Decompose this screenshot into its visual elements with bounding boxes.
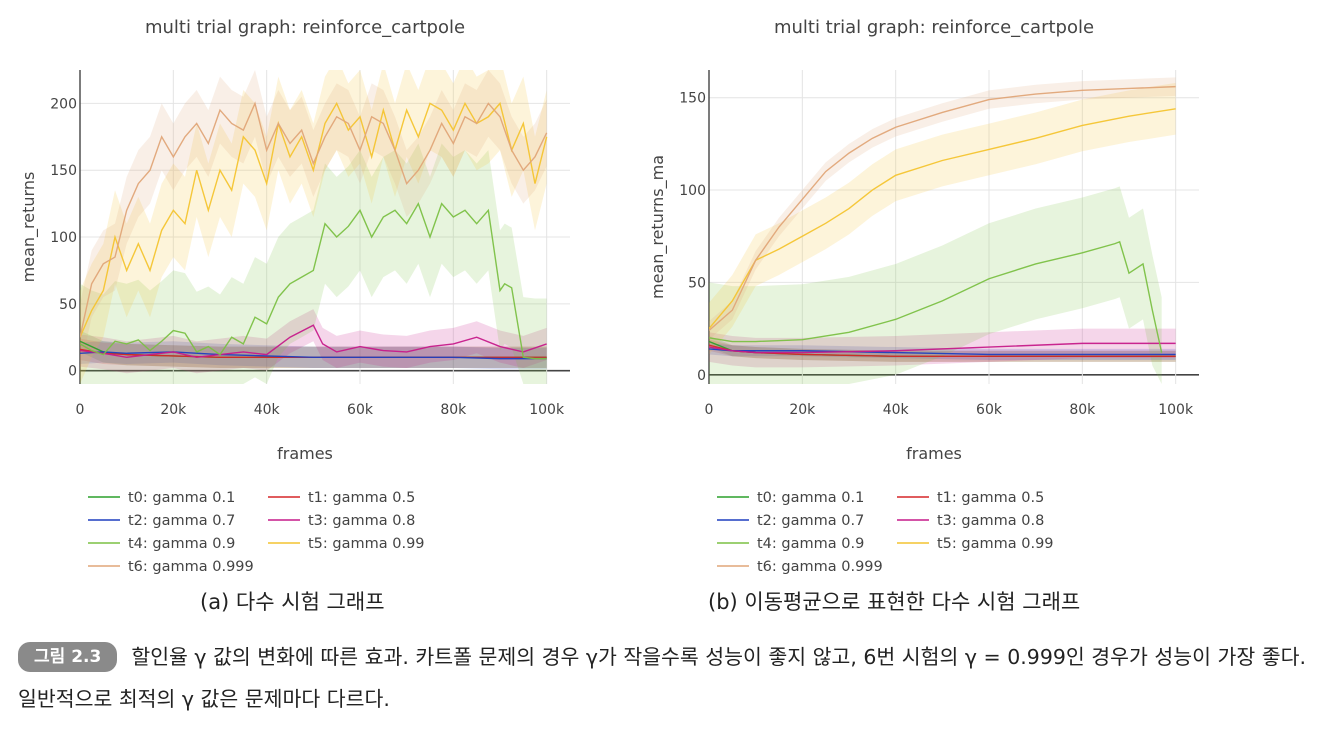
y-axis-label: mean_returns_ma — [648, 155, 668, 299]
x-tick-label: 20k — [160, 402, 187, 418]
series-band — [80, 143, 547, 384]
x-tick-label: 40k — [883, 402, 910, 418]
series-band — [80, 341, 547, 370]
x-tick-label: 80k — [440, 402, 467, 418]
series-band — [80, 330, 547, 368]
legend-label: t3: gamma 0.8 — [937, 513, 1044, 529]
y-tick-label: 200 — [50, 96, 77, 112]
plot-area — [709, 77, 1176, 384]
legend-label: t3: gamma 0.8 — [308, 513, 415, 529]
x-tick-label: 0 — [76, 402, 85, 418]
y-tick-label: 100 — [679, 183, 706, 199]
series-band — [709, 82, 1176, 355]
y-tick-label: 150 — [679, 91, 706, 107]
series-line — [80, 201, 547, 360]
series-line — [709, 342, 1176, 354]
y-tick-label: 50 — [59, 297, 77, 313]
x-tick-label: 60k — [976, 402, 1003, 418]
legend-label: t5: gamma 0.99 — [308, 536, 425, 552]
y-tick-label: 150 — [50, 163, 77, 179]
x-tick-label: 80k — [1069, 402, 1096, 418]
legend-label: t1: gamma 0.5 — [308, 490, 415, 506]
legend-label: t6: gamma 0.999 — [128, 559, 254, 575]
caption-a: (a) 다수 시험 그래프 — [200, 590, 385, 614]
series-line — [709, 108, 1176, 330]
x-tick-label: 0 — [705, 402, 714, 418]
series-band — [709, 328, 1176, 368]
x-tick-label: 20k — [789, 402, 816, 418]
y-tick-label: 0 — [697, 368, 706, 384]
series-band — [80, 70, 547, 371]
chart-a: multi trial graph: reinforce_cartpole 0 50… — [19, 17, 570, 575]
chart-b: multi trial graph: reinforce_cartpole 0 50… — [648, 17, 1199, 575]
legend-label: t0: gamma 0.1 — [757, 490, 864, 506]
legend-label: t6: gamma 0.999 — [757, 559, 883, 575]
legend-label: t4: gamma 0.9 — [128, 536, 235, 552]
y-tick-label: 0 — [68, 364, 77, 380]
legend-label: t2: gamma 0.7 — [757, 513, 864, 529]
x-tick-label: 100k — [529, 402, 565, 418]
chart-panel-b: multi trial graph: reinforce_cartpole 0 50… — [629, 0, 1298, 585]
figure-badge: 그림 2.3 — [18, 642, 118, 672]
series-line — [709, 240, 1163, 353]
legend-label: t1: gamma 0.5 — [937, 490, 1044, 506]
series-line — [80, 351, 547, 360]
x-tick-label: 100k — [1158, 402, 1194, 418]
y-axis-label: mean_returns — [19, 172, 39, 283]
series-line — [80, 101, 548, 338]
caption-b: (b) 이동평균으로 표현한 다수 시험 그래프 — [708, 590, 1081, 614]
legend-label: t0: gamma 0.1 — [128, 490, 235, 506]
chart-title: multi trial graph: reinforce_cartpole — [774, 17, 1094, 38]
x-tick-label: 40k — [254, 402, 281, 418]
figure-note-text: 할인율 γ 값의 변화에 따른 효과. 카트폴 문제의 경우 γ가 작을수록 성… — [18, 645, 1306, 711]
legend-label: t4: gamma 0.9 — [757, 536, 864, 552]
x-tick-label: 60k — [347, 402, 374, 418]
series-band — [709, 186, 1162, 384]
y-tick-label: 50 — [688, 275, 706, 291]
y-tick-label: 100 — [50, 230, 77, 246]
series-band — [80, 338, 547, 368]
x-axis-label: frames — [277, 444, 333, 463]
legend-label: t2: gamma 0.7 — [128, 513, 235, 529]
x-axis-label: frames — [906, 444, 962, 463]
chart-panel-a: multi trial graph: reinforce_cartpole 0 50… — [0, 0, 669, 585]
plot-area — [80, 70, 548, 384]
legend-label: t5: gamma 0.99 — [937, 536, 1054, 552]
series-line — [709, 85, 1176, 331]
figure-note: 그림 2.3 할인율 γ 값의 변화에 따른 효과. 카트폴 문제의 경우 γ가 … — [18, 636, 1328, 720]
chart-title: multi trial graph: reinforce_cartpole — [145, 17, 465, 38]
series-line — [80, 101, 548, 338]
series-line — [80, 324, 547, 358]
